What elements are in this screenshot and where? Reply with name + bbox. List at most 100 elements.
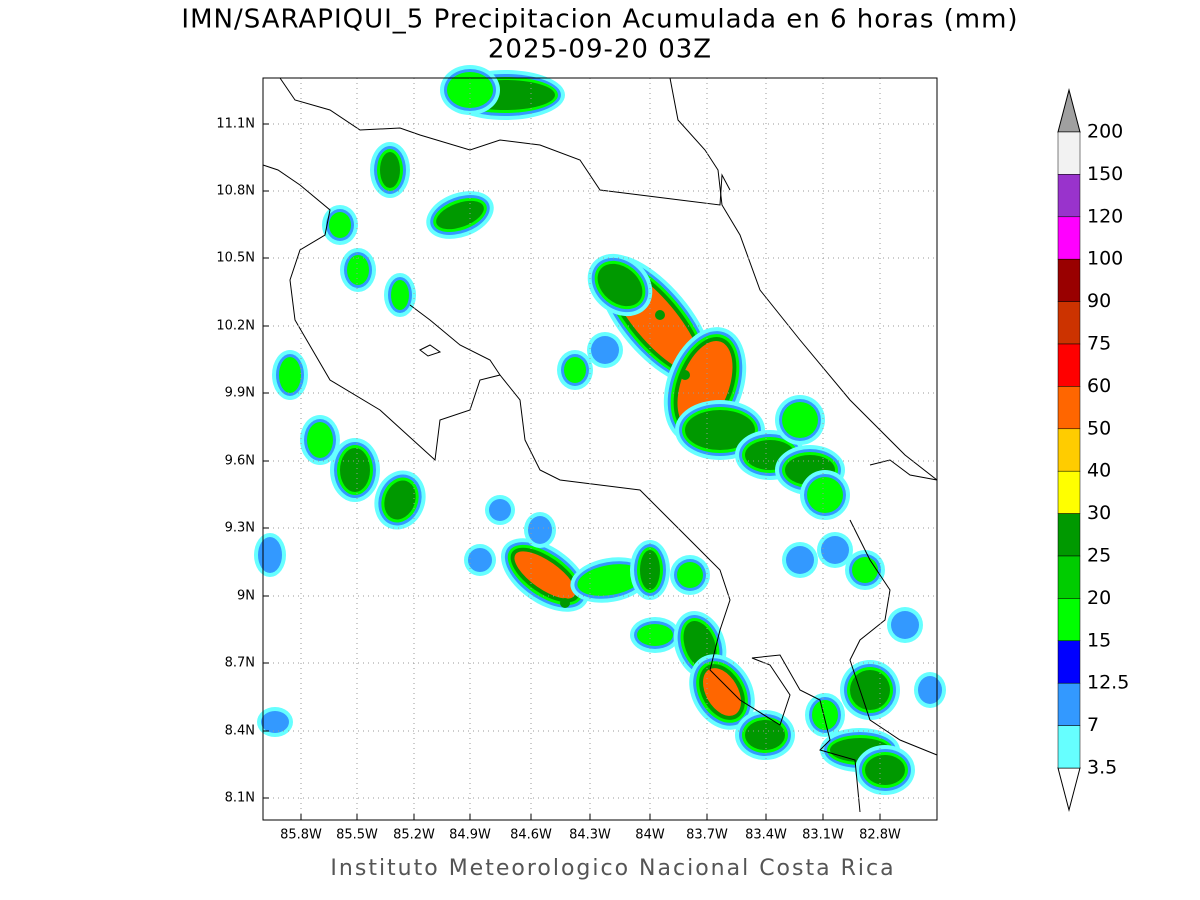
rain-cell (370, 142, 410, 198)
colorbar-segment (1057, 386, 1081, 430)
rain-contour (261, 711, 289, 733)
rain-cell (782, 542, 818, 578)
rain-cell (735, 710, 795, 760)
rain-contour (918, 676, 942, 704)
title: IMN/SARAPIQUI_5 Precipitacion Acumulada … (181, 5, 1018, 35)
coastline (499, 374, 861, 813)
rain-contour (685, 410, 755, 450)
rain-contour (468, 548, 492, 572)
rain-cell (817, 532, 853, 568)
rain-cell (845, 550, 885, 590)
rain-contour (329, 212, 351, 238)
colorbar-segment (1057, 174, 1081, 218)
rain-contour (307, 422, 333, 458)
rain-cell (887, 607, 923, 643)
lat-tick-label: 9.3N (225, 521, 255, 536)
rain-cell (330, 438, 380, 502)
rain-cell (464, 544, 496, 576)
colorbar-label: 90 (1087, 290, 1111, 312)
colorbar-segment (1057, 513, 1081, 557)
rain-contour (821, 536, 849, 564)
rain-peak (560, 598, 570, 608)
lat-tick-label: 9.6N (225, 454, 255, 469)
lat-tick-label: 10.2N (216, 319, 255, 334)
rain-cell (673, 611, 727, 679)
rain-cell (254, 533, 286, 577)
rain-cell (440, 65, 500, 115)
rain-cell (800, 470, 850, 520)
lon-tick-label: 83.7W (686, 828, 728, 843)
rain-cell (670, 555, 710, 595)
colorbar-label: 12.5 (1087, 672, 1129, 694)
colorbar-segment (1057, 470, 1081, 514)
lat-tick-label: 10.8N (216, 184, 255, 199)
lon-tick-label: 84.9W (449, 828, 491, 843)
colorbar-label: 15 (1087, 629, 1111, 651)
colorbar-segment (1057, 301, 1081, 345)
rain-contour (891, 611, 919, 639)
colorbar-segment (1057, 640, 1081, 684)
rain-cell (775, 395, 825, 445)
rain-contour (391, 280, 409, 310)
colorbar-label: 60 (1087, 375, 1111, 397)
rain-cell (524, 512, 556, 548)
rain-cell (840, 660, 900, 720)
lon-tick-label: 85.8W (280, 828, 322, 843)
rain-cell (426, 191, 494, 239)
colorbar-label: 7 (1087, 714, 1099, 736)
rain-contour (514, 551, 576, 599)
rain-cell (587, 253, 653, 317)
colorbar-label: 120 (1087, 205, 1123, 227)
rain-contour (703, 668, 741, 716)
lat-tick-label: 8.4N (225, 724, 255, 739)
rain-cell (630, 540, 670, 600)
lon-tick-label: 85.5W (336, 828, 378, 843)
rain-cell (630, 617, 680, 653)
rain-contour (807, 477, 843, 513)
rain-contour (597, 263, 643, 307)
lat-tick-label: 8.1N (225, 791, 255, 806)
rain-cell (914, 672, 946, 708)
coastline (419, 344, 442, 357)
subtitle: 2025-09-20 03Z (488, 35, 712, 65)
rain-contour (340, 448, 370, 492)
colorbar-segment (1057, 131, 1081, 175)
rain-contour (258, 537, 282, 573)
rain-cell (689, 654, 755, 730)
coastline (849, 459, 938, 756)
colorbar-segment (1057, 343, 1081, 387)
colorbar-segment (1057, 258, 1081, 302)
rain-contour (850, 670, 890, 710)
colorbar-label: 30 (1087, 502, 1111, 524)
rain-contour (279, 357, 301, 393)
colorbar-label: 200 (1087, 121, 1123, 143)
rain-cell (272, 350, 308, 400)
rain-contour (812, 700, 838, 730)
colorbar-label: 100 (1087, 248, 1123, 270)
colorbar-arrow (1057, 88, 1081, 133)
colorbar-label: 25 (1087, 545, 1111, 567)
lat-tick-label: 11.1N (216, 117, 255, 132)
rain-contour (347, 255, 369, 285)
rain-contour (564, 357, 586, 383)
colorbar-segment (1057, 428, 1081, 472)
rain-cell (501, 538, 589, 612)
colorbar-label: 40 (1087, 460, 1111, 482)
colorbar: 200 150 120 100 90 75 60 50 40 30 25 20 15 12.5 7 3.5 (1057, 88, 1129, 812)
lat-tick-label: 9.9N (225, 386, 255, 401)
rain-contour (528, 516, 552, 544)
rain-contour (384, 480, 416, 520)
rain-cell (805, 693, 845, 737)
lon-tick-label: 83.4W (745, 828, 787, 843)
colorbar-segment (1057, 216, 1081, 260)
rain-cell (257, 707, 293, 737)
graticule (263, 78, 937, 820)
rain-contour (489, 499, 511, 521)
colorbar-label: 3.5 (1087, 757, 1117, 779)
map-frame (262, 77, 938, 821)
lon-tick-label: 83.1W (802, 828, 844, 843)
rain-contour (637, 624, 673, 646)
rain-contour (852, 557, 878, 583)
rain-cell (374, 470, 426, 530)
colorbar-arrow (1057, 767, 1081, 812)
